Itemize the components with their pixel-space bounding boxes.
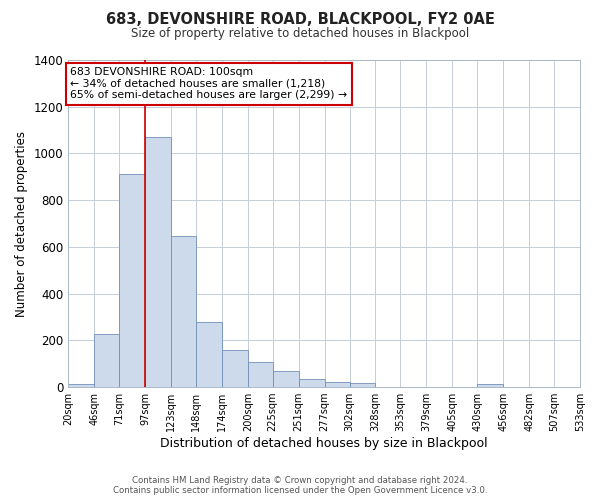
Bar: [248, 362, 273, 387]
Bar: [68, 384, 94, 387]
Y-axis label: Number of detached properties: Number of detached properties: [15, 130, 28, 316]
Bar: [350, 383, 376, 387]
Bar: [94, 334, 119, 387]
Bar: [299, 379, 325, 387]
Text: Size of property relative to detached houses in Blackpool: Size of property relative to detached ho…: [131, 28, 469, 40]
Text: Contains HM Land Registry data © Crown copyright and database right 2024.
Contai: Contains HM Land Registry data © Crown c…: [113, 476, 487, 495]
Text: 683 DEVONSHIRE ROAD: 100sqm
← 34% of detached houses are smaller (1,218)
65% of : 683 DEVONSHIRE ROAD: 100sqm ← 34% of det…: [70, 67, 347, 100]
Bar: [119, 174, 145, 387]
Bar: [171, 236, 196, 387]
Text: 683, DEVONSHIRE ROAD, BLACKPOOL, FY2 0AE: 683, DEVONSHIRE ROAD, BLACKPOOL, FY2 0AE: [106, 12, 494, 28]
Bar: [477, 384, 503, 387]
Bar: [273, 371, 299, 387]
X-axis label: Distribution of detached houses by size in Blackpool: Distribution of detached houses by size …: [160, 437, 488, 450]
Bar: [222, 350, 248, 387]
Bar: [196, 322, 222, 387]
Bar: [325, 382, 350, 387]
Bar: [145, 137, 171, 387]
